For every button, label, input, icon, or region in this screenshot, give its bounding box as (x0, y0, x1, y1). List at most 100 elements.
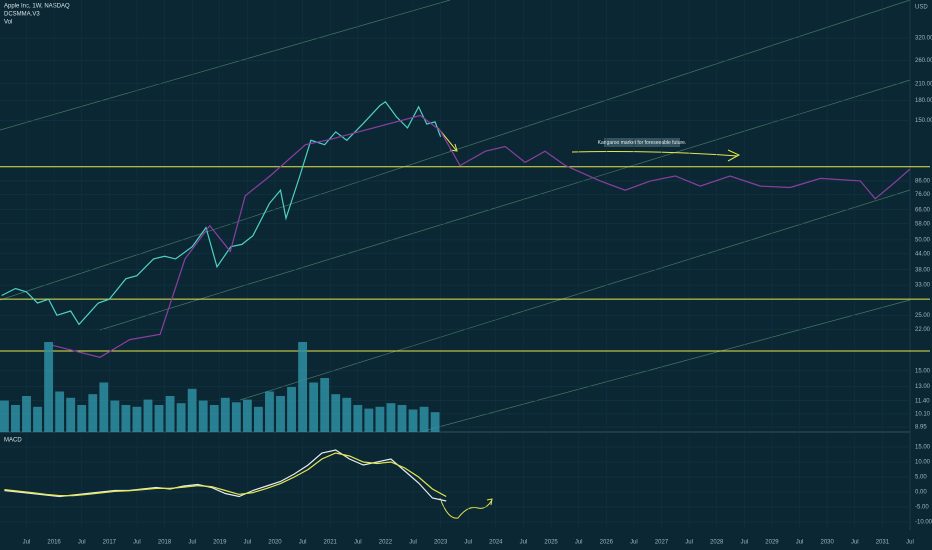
x-tick-label: 2022 (379, 540, 393, 546)
volume-bar (309, 382, 319, 432)
x-tick-label: 2026 (600, 540, 614, 546)
volume-bar (408, 409, 418, 432)
volume-bar (55, 391, 65, 432)
y-tick-label: 210.00 (915, 81, 932, 87)
volume-bar (287, 387, 296, 432)
x-tick-label: 2016 (47, 540, 61, 546)
x-tick-label: Jul (409, 540, 417, 546)
volume-bar (276, 396, 285, 432)
volume-bar (11, 405, 20, 432)
volume-bar (143, 399, 153, 432)
y-tick-label: 25.00 (915, 313, 931, 319)
x-tick-label: Jul (906, 540, 914, 546)
volume-bar (121, 405, 131, 432)
volume-bar (430, 412, 440, 432)
y-tick-label: 44.00 (915, 251, 931, 257)
indicator-label: Vol (4, 20, 12, 26)
volume-bar (331, 394, 341, 432)
pane-title: MACD (4, 438, 22, 444)
x-tick-label: 2024 (489, 540, 503, 546)
y-tick-label: 8.95 (915, 425, 927, 431)
x-tick-label: Jul (741, 540, 749, 546)
x-tick-label: 2030 (820, 540, 834, 546)
volume-bar (342, 397, 352, 432)
y-tick-label: 86.00 (915, 179, 931, 185)
y-tick-label: 10.10 (915, 411, 931, 417)
volume-bar (298, 342, 308, 432)
y-tick-label: 5.00 (915, 475, 927, 481)
series-line (51, 114, 911, 358)
x-tick-label: 2027 (655, 540, 669, 546)
x-tick-label: 2031 (876, 540, 890, 546)
x-tick-label: Jul (630, 540, 638, 546)
x-tick-label: Jul (23, 540, 31, 546)
x-tick-label: Jul (354, 540, 362, 546)
x-tick-label: 2020 (268, 540, 282, 546)
x-tick-label: 2018 (158, 540, 172, 546)
hand-drawings (437, 127, 741, 519)
y-tick-label: -10.00 (915, 520, 932, 526)
volume-bar (254, 406, 263, 432)
y-tick-label: 33.00 (915, 283, 931, 289)
x-tick-label: Jul (244, 540, 252, 546)
series-line (1, 100, 442, 326)
volume-bar (44, 342, 54, 432)
volume-bar (110, 400, 120, 432)
volume-bar (198, 400, 208, 432)
volume-bar (397, 405, 407, 432)
y-tick-label: 38.00 (915, 267, 931, 273)
volume-bar (22, 396, 31, 432)
y-tick-label: 15.00 (915, 368, 931, 374)
x-tick-label: 2029 (765, 540, 779, 546)
annotation: Kangaroo market for foreseeable future. (598, 140, 687, 146)
channel-lines (0, 0, 911, 433)
y-tick-label: 58.00 (915, 221, 931, 227)
volume-bar (375, 406, 385, 432)
volume-bar (132, 406, 142, 432)
volume-bar (386, 403, 396, 432)
y-tick-label: 10.00 (915, 460, 931, 466)
y-unit: USD (915, 5, 928, 11)
x-tick-label: Jul (464, 540, 472, 546)
x-tick-label: Jul (851, 540, 859, 546)
volume-bar (99, 382, 109, 432)
y-tick-label: 15.00 (915, 445, 931, 451)
y-tick-label: 76.00 (915, 192, 931, 198)
volume-bar (154, 405, 164, 432)
x-tick-label: 2017 (103, 540, 117, 546)
x-tick-label: Jul (133, 540, 141, 546)
x-tick-label: 2021 (324, 540, 338, 546)
x-tick-label: 2025 (544, 540, 558, 546)
volume-bar (0, 400, 9, 432)
y-tick-label: 50.00 (915, 238, 931, 244)
y-tick-label: 180.00 (915, 98, 932, 104)
volume-bar (220, 397, 230, 432)
x-tick-label: 2028 (710, 540, 724, 546)
volume-bar (419, 406, 429, 432)
volume-bar (33, 406, 42, 432)
volume-bar (320, 378, 330, 432)
x-tick-label: Jul (685, 540, 693, 546)
x-tick-label: Jul (188, 540, 196, 546)
y-tick-label: 11.40 (915, 398, 930, 404)
y-tick-label: 150.00 (915, 118, 932, 124)
volume-bar (88, 394, 98, 432)
volume-bar (353, 405, 363, 432)
volume-bar (364, 408, 374, 432)
y-tick-label: -5.00 (915, 505, 929, 511)
volume-bar (209, 405, 219, 432)
x-tick-label: Jul (520, 540, 528, 546)
annotation-box (604, 138, 680, 147)
volume-bar (66, 397, 76, 432)
y-tick-label: 13.00 (915, 384, 931, 390)
series-line (4, 452, 447, 498)
y-tick-label: 320.00 (915, 36, 932, 42)
volume-bar (187, 388, 197, 432)
y-tick-label: 0.00 (915, 490, 927, 496)
volume-bar (231, 402, 241, 432)
x-tick-label: Jul (575, 540, 583, 546)
indicator-label: DCSMMA.V3 (4, 12, 40, 18)
